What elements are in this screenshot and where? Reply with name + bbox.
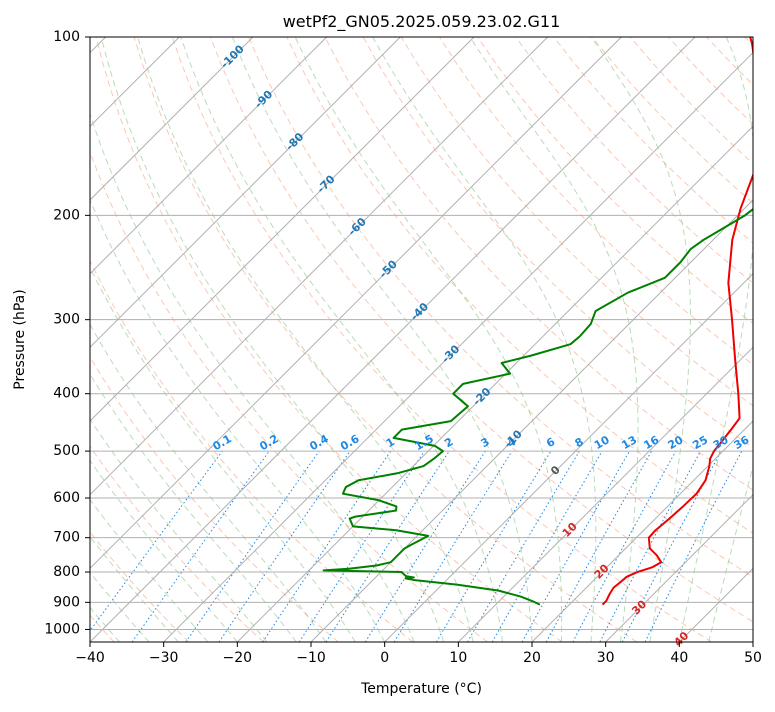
- y-tick-label: 400: [53, 386, 80, 402]
- y-tick-label: 300: [53, 312, 80, 328]
- y-axis-label: Pressure (hPa): [12, 289, 28, 389]
- x-tick-label: 30: [597, 650, 615, 666]
- x-tick-label: 10: [449, 650, 467, 666]
- x-tick-label: 20: [523, 650, 541, 666]
- x-axis-label: Temperature (°C): [360, 681, 482, 697]
- y-tick-label: 1000: [44, 621, 80, 637]
- y-tick-label: 700: [53, 530, 80, 546]
- y-tick-label: 100: [53, 29, 80, 45]
- chart-title: wetPf2_GN05.2025.059.23.02.G11: [283, 12, 561, 32]
- x-tick-label: 50: [744, 650, 762, 666]
- y-tick-label: 200: [53, 207, 80, 223]
- x-tick-label: 0: [380, 650, 389, 666]
- y-tick-label: 600: [53, 490, 80, 506]
- y-tick-label: 900: [53, 594, 80, 610]
- y-tick-label: 800: [53, 564, 80, 580]
- y-tick-label: 500: [53, 443, 80, 459]
- x-tick-label: −40: [75, 650, 105, 666]
- x-tick-label: −30: [149, 650, 179, 666]
- x-tick-label: −10: [296, 650, 326, 666]
- x-tick-label: 40: [670, 650, 688, 666]
- x-tick-label: −20: [223, 650, 253, 666]
